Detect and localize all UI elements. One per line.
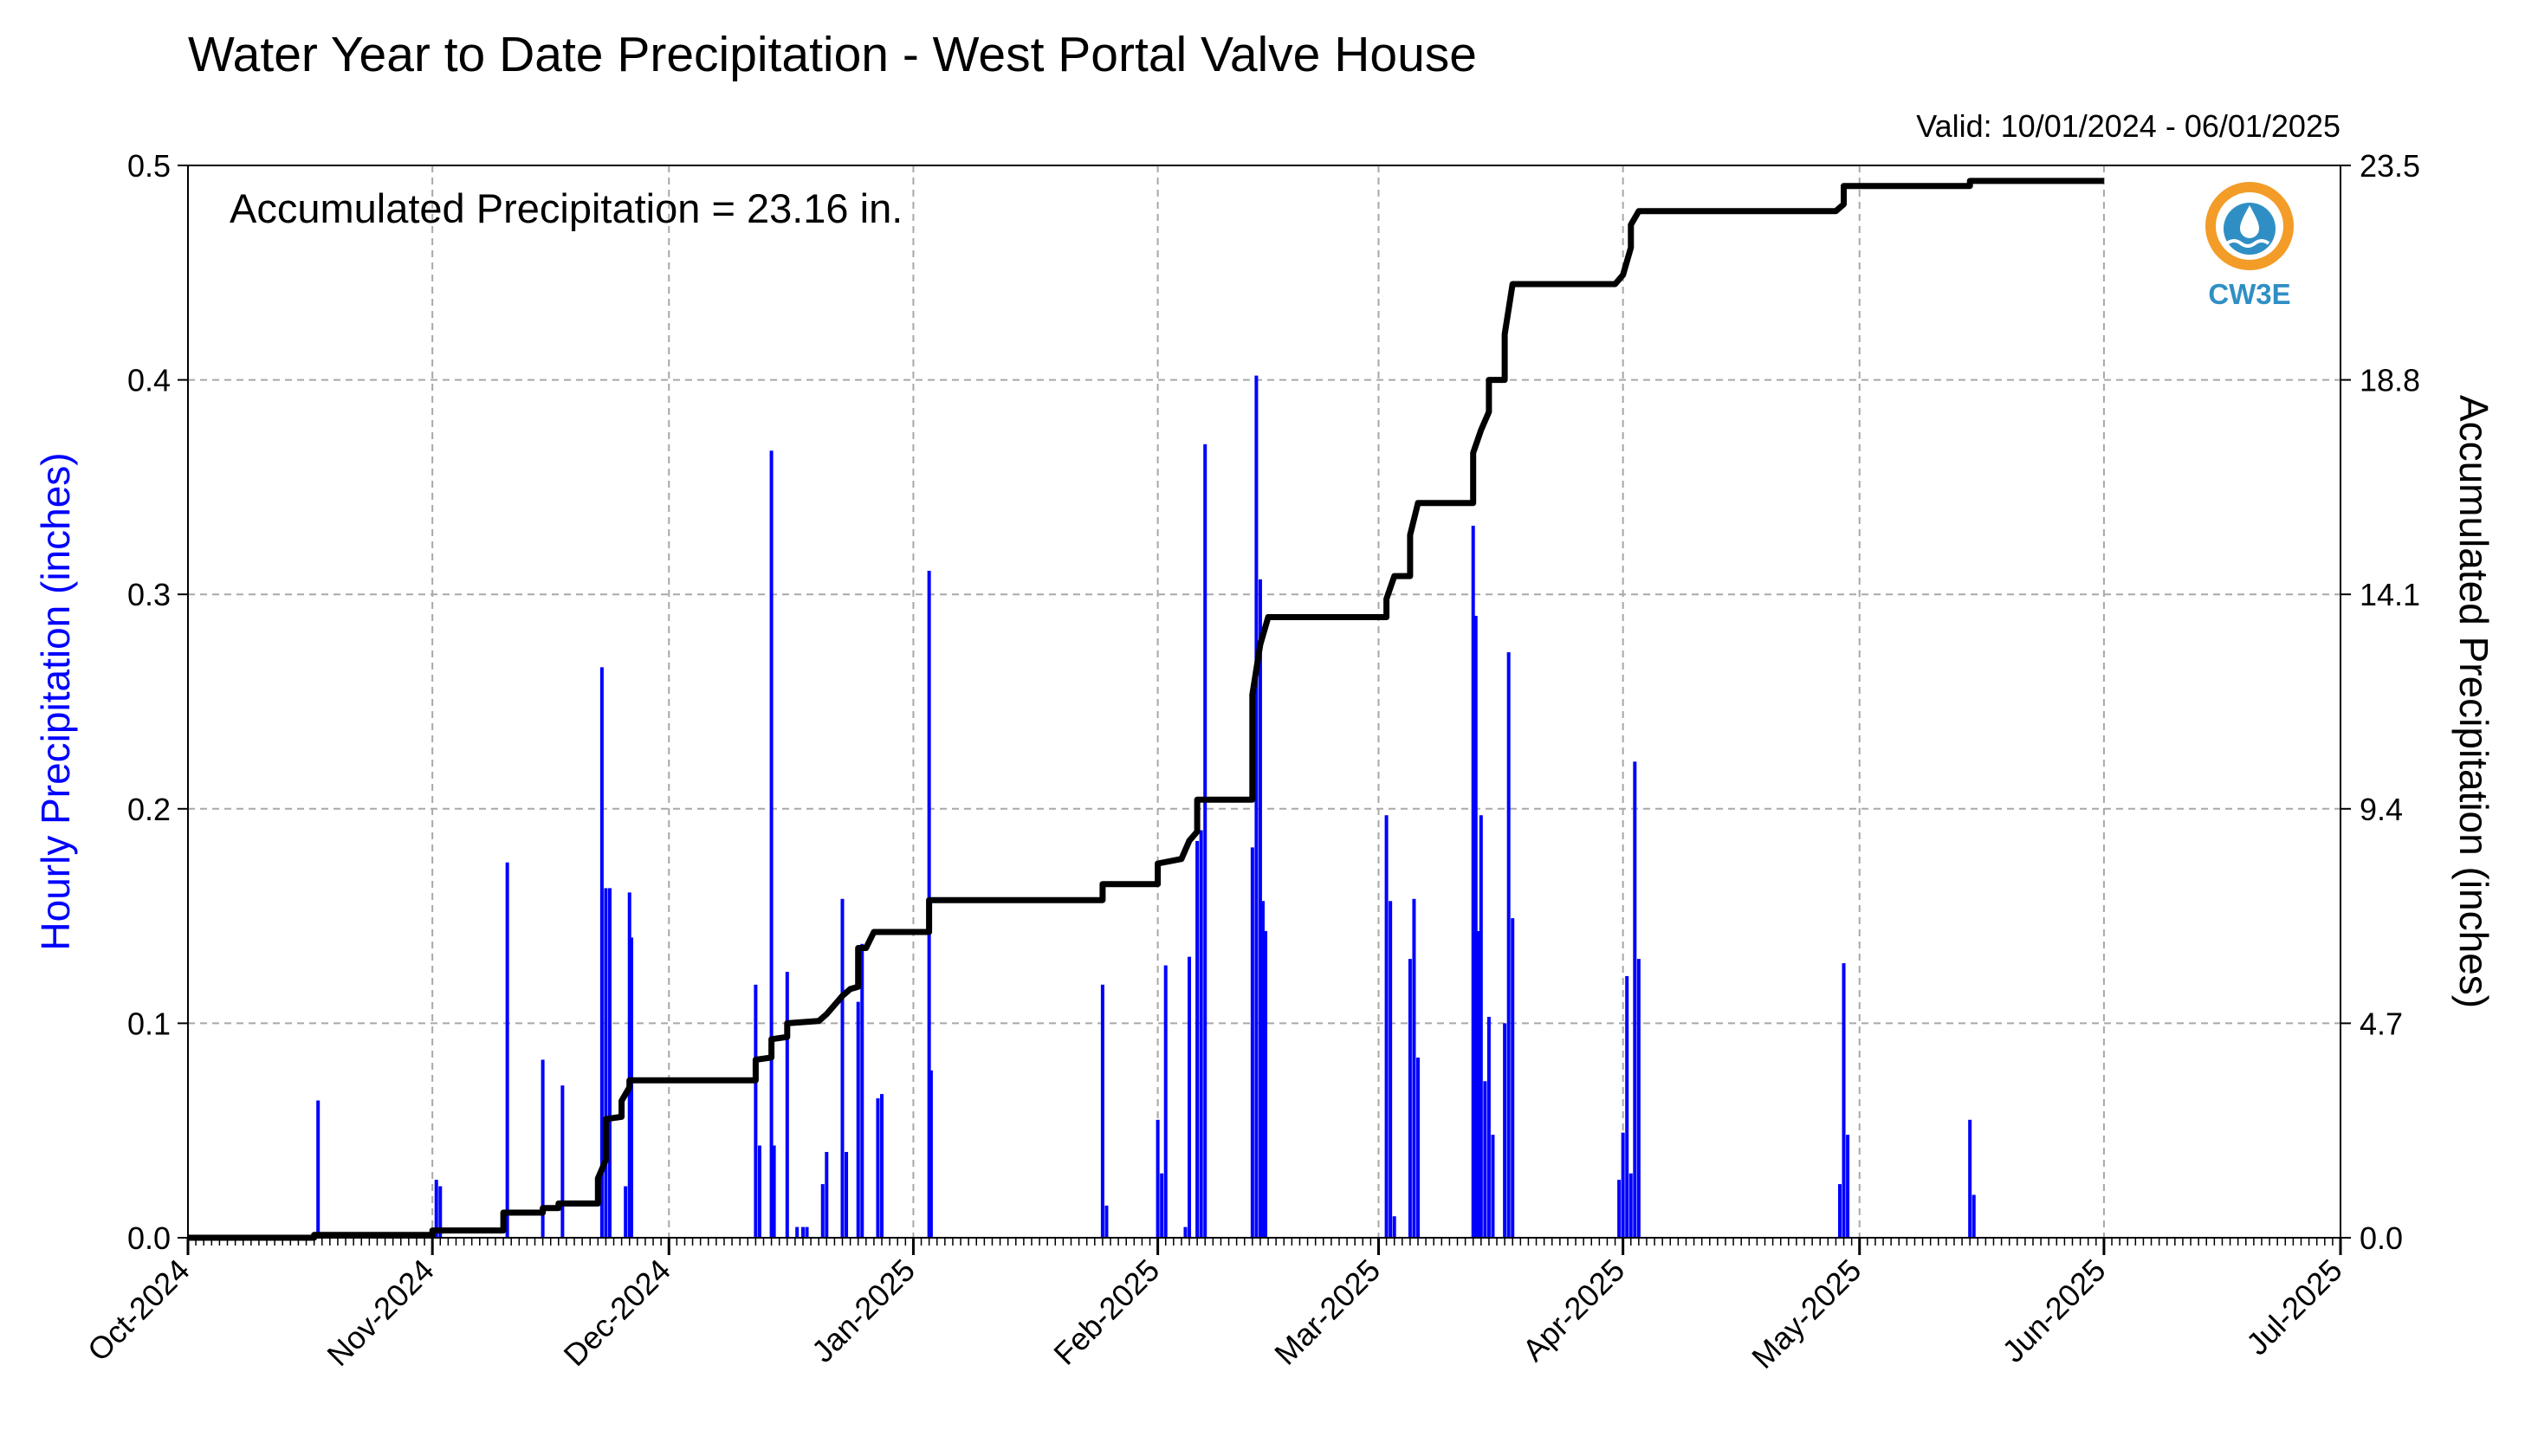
right-tick-label: 4.7 (2360, 1006, 2403, 1041)
precip-bar (1473, 615, 1478, 1238)
precip-bar (856, 1001, 860, 1238)
precip-bar (541, 1059, 545, 1238)
precip-bar (795, 1226, 800, 1238)
precip-bar (607, 888, 612, 1238)
precip-bar (1100, 984, 1104, 1238)
left-tick-label: 0.1 (127, 1006, 171, 1041)
precip-bar (1250, 847, 1254, 1238)
precip-bar (1621, 1132, 1625, 1238)
precip-bar (1846, 1135, 1850, 1238)
precip-bar (1408, 959, 1412, 1238)
precip-bar (1104, 1205, 1109, 1238)
precip-bar (1264, 930, 1268, 1238)
right-axis-label: Accumulated Precipitation (inches) (2451, 395, 2496, 1008)
precip-bar (1483, 1081, 1487, 1238)
precip-bar (840, 898, 845, 1238)
precip-bar (434, 1180, 438, 1238)
precip-bar (1633, 761, 1637, 1238)
precip-bar (785, 971, 789, 1238)
grid-lines (188, 165, 2340, 1238)
precip-bar (801, 1226, 805, 1238)
precip-bar (1188, 956, 1192, 1238)
valid-range-label: Valid: 10/01/2024 - 06/01/2025 (1916, 108, 2340, 144)
precip-bar (604, 888, 608, 1238)
right-tick-label: 14.1 (2360, 577, 2420, 612)
left-axis-label: Hourly Precipitation (inches) (33, 452, 78, 950)
right-tick-label: 18.8 (2360, 363, 2420, 398)
wave-icon (2225, 239, 2270, 248)
precip-bar (560, 1085, 565, 1238)
left-tick-label: 0.5 (127, 148, 171, 184)
precip-bar (1199, 830, 1203, 1238)
precip-bar (1412, 898, 1416, 1238)
right-tick-label: 0.0 (2360, 1220, 2403, 1256)
precip-bar (1971, 1194, 1976, 1238)
precip-bar (1968, 1119, 1972, 1238)
hourly-precipitation-bars (316, 375, 1976, 1238)
precip-bar (316, 1100, 320, 1238)
precip-bar (1471, 525, 1475, 1238)
precip-bar (1506, 652, 1511, 1238)
left-tick-label: 0.2 (127, 792, 171, 827)
accumulated-precipitation-annotation: Accumulated Precipitation = 23.16 in. (230, 185, 903, 231)
water-drop-icon (2240, 205, 2259, 238)
precip-bar (1479, 815, 1483, 1238)
precip-bar (1625, 975, 1629, 1238)
precip-bar (1203, 443, 1207, 1238)
precip-bar (825, 1151, 829, 1238)
precip-bar (1503, 1023, 1507, 1238)
precip-bar (1837, 1184, 1842, 1238)
precip-bar (1163, 965, 1168, 1238)
precip-bar (1160, 1173, 1164, 1238)
precip-bar (845, 1151, 849, 1238)
precip-bar (599, 667, 604, 1238)
precip-bar (929, 1070, 933, 1238)
left-tick-label: 0.4 (127, 363, 171, 398)
precip-bar (438, 1186, 443, 1238)
right-tick-label: 9.4 (2360, 792, 2403, 827)
precip-bar (1183, 1226, 1188, 1238)
precip-bar (624, 1186, 628, 1238)
precip-bar (820, 1184, 825, 1238)
precip-bar (1389, 901, 1393, 1238)
precip-bar (1254, 375, 1259, 1238)
precip-bar (876, 1098, 880, 1238)
precip-bar (505, 862, 509, 1238)
precip-bar (860, 943, 864, 1238)
precip-bar (1486, 1016, 1491, 1238)
precip-bar (1842, 963, 1846, 1238)
precip-bar (1416, 1058, 1420, 1238)
precip-bar (1617, 1180, 1622, 1238)
precip-bar (1511, 918, 1515, 1238)
precip-bar (1491, 1135, 1495, 1238)
accumulated-precipitation-line (188, 178, 2104, 1241)
precip-bar (1260, 901, 1265, 1238)
precip-bar (1392, 1216, 1396, 1238)
precip-bar (754, 984, 758, 1238)
precip-bar (772, 1145, 776, 1238)
precip-bar (1628, 1173, 1633, 1238)
precip-bar (1258, 579, 1262, 1238)
logo-text: CW3E (2208, 278, 2290, 310)
precip-bar (1636, 959, 1641, 1238)
precip-bar (627, 892, 631, 1238)
cw3e-logo: CW3E (2205, 182, 2294, 310)
precip-bar (1156, 1119, 1160, 1238)
precip-bar (880, 1094, 884, 1238)
right-tick-label: 23.5 (2360, 148, 2420, 184)
precip-bar (769, 450, 774, 1238)
precip-bar (757, 1145, 761, 1238)
plot-frame (187, 165, 2341, 1239)
left-tick-label: 0.0 (127, 1220, 171, 1256)
precip-bar (805, 1226, 809, 1238)
precip-bar (1195, 840, 1200, 1238)
precip-bar (1476, 930, 1480, 1238)
left-tick-label: 0.3 (127, 577, 171, 612)
chart-title: Water Year to Date Precipitation - West … (188, 27, 1477, 82)
precip-bar (1384, 815, 1389, 1238)
